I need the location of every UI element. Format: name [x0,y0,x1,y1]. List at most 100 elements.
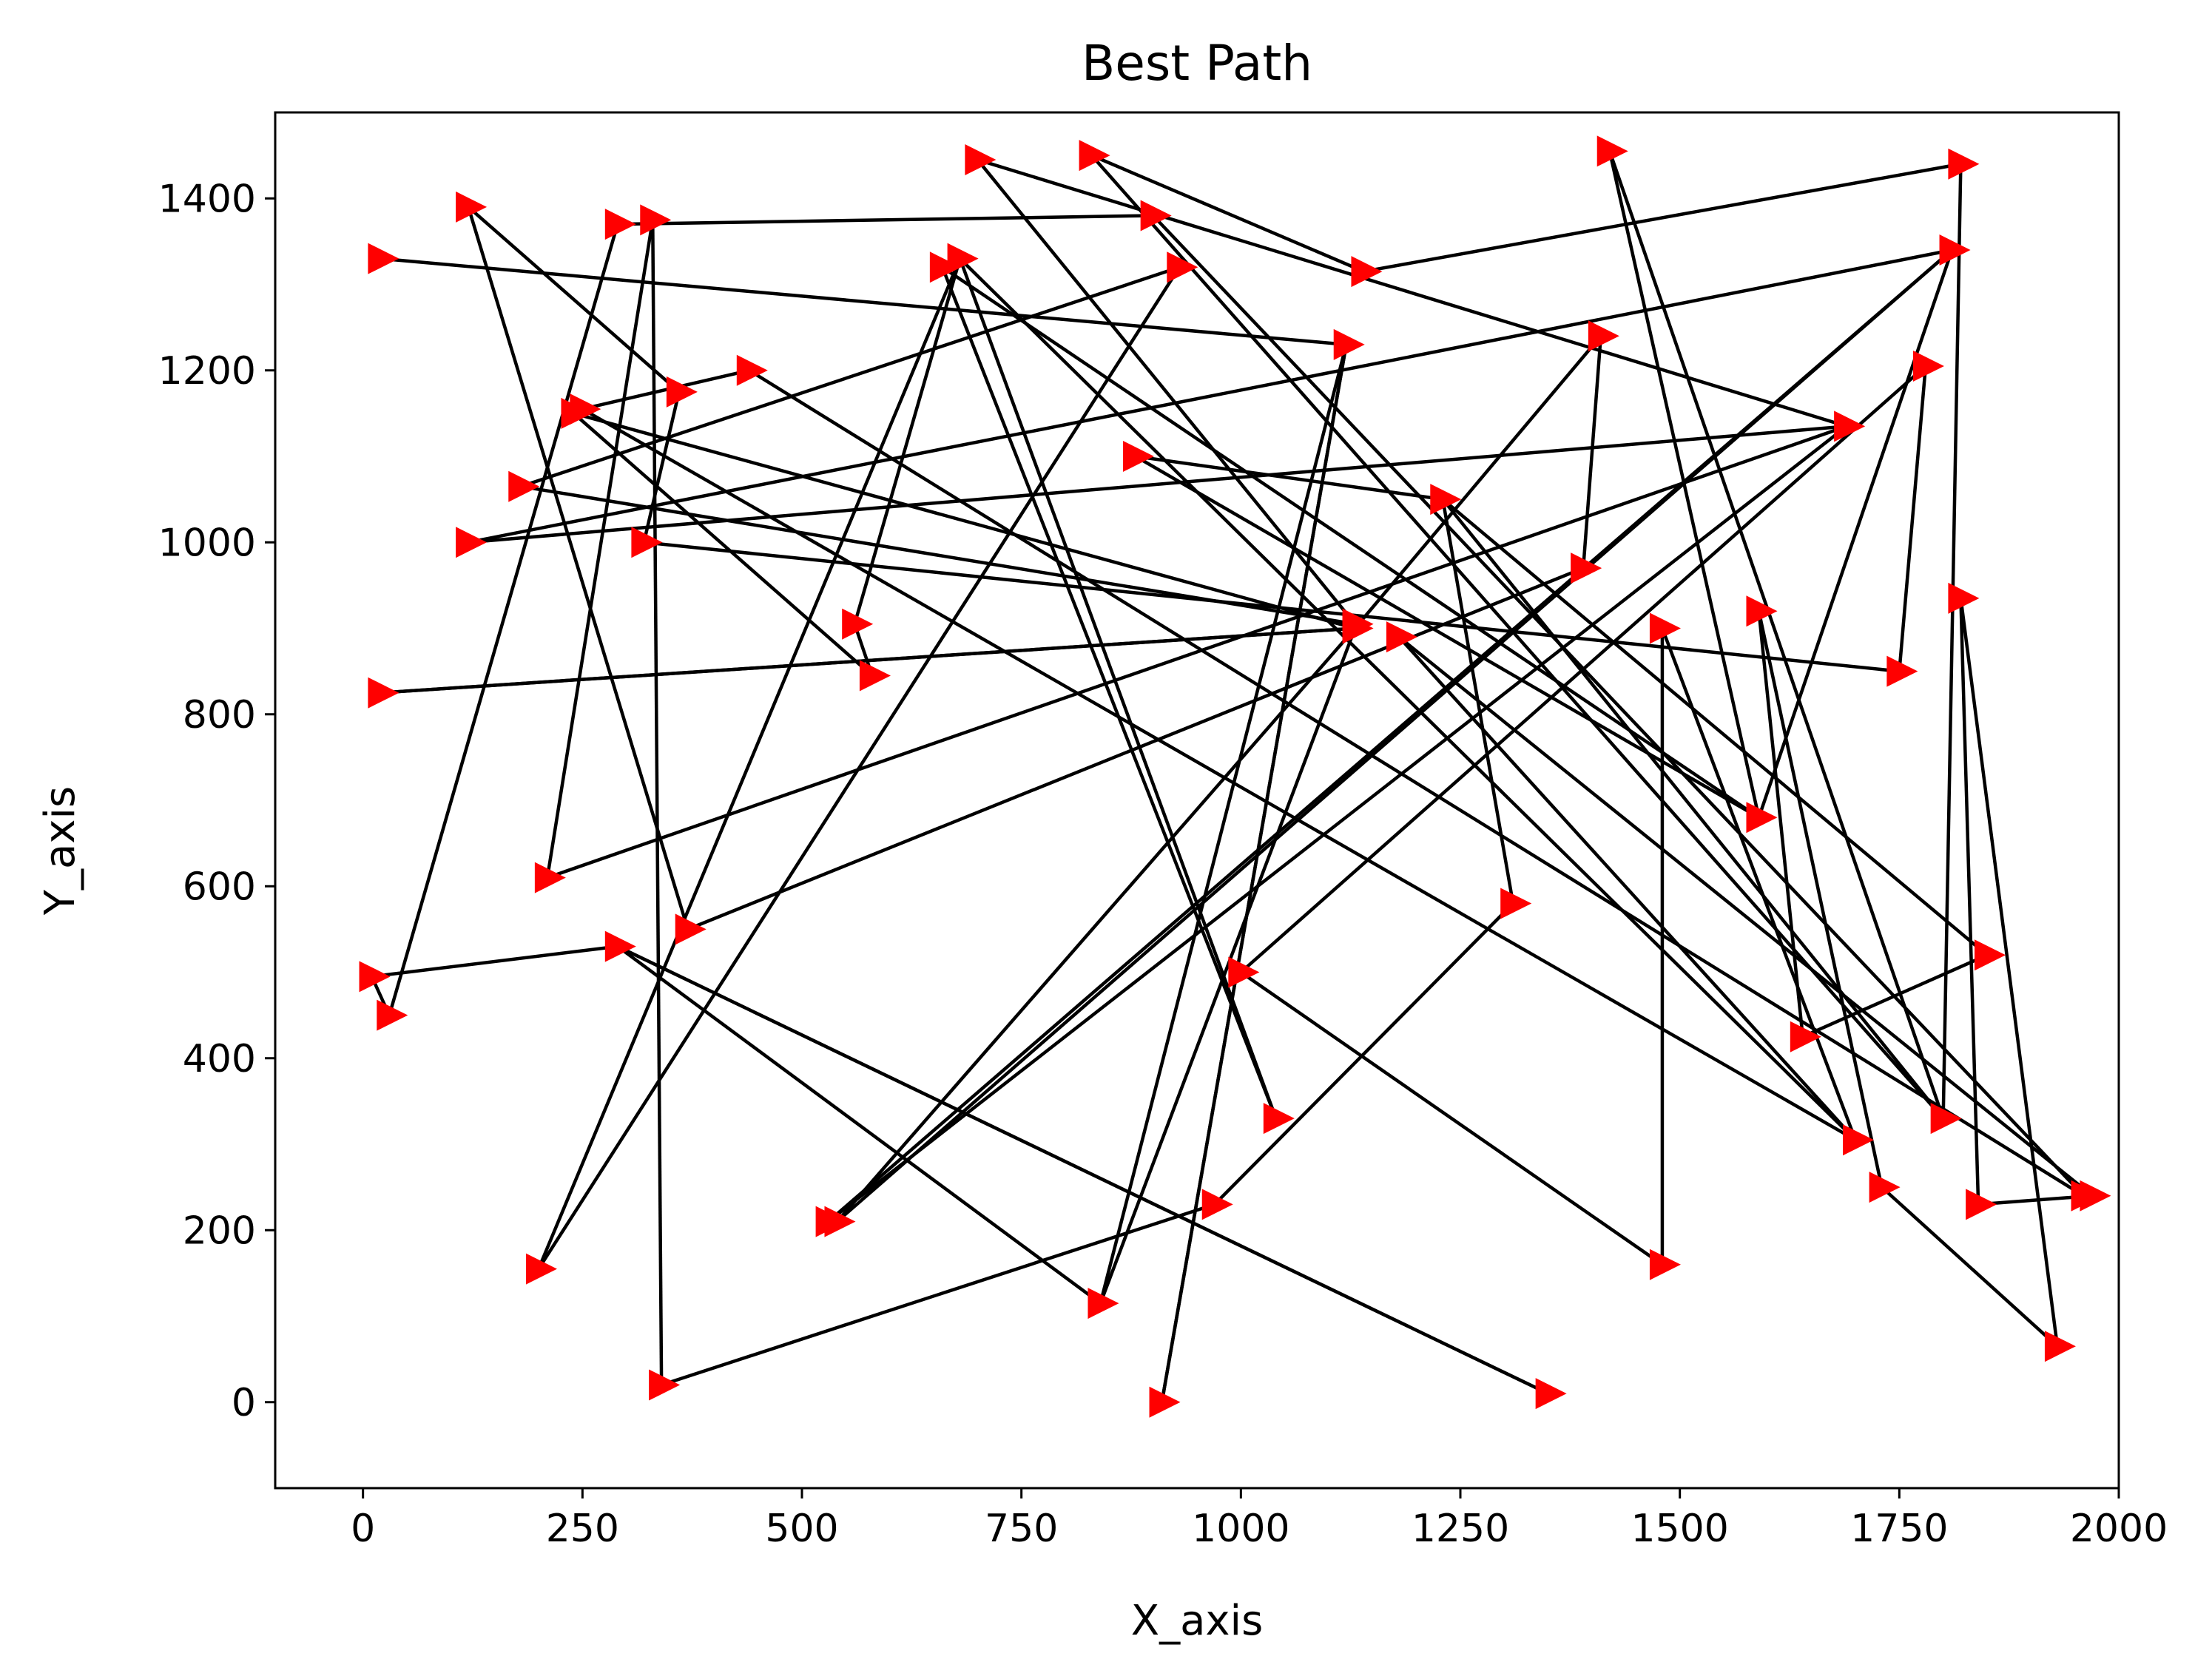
path-segment [1090,154,1945,1120]
city-marker [1834,410,1866,442]
path-segment [1353,334,1602,629]
x-axis-ticks: 0 250 500 750 1000 1250 1500 1750 2000 [351,1488,2168,1551]
city-marker [631,527,663,558]
path-segment [1959,598,2060,1347]
path-segment [467,206,681,393]
path-segment [651,220,664,1385]
path-layer [370,150,2094,1403]
city-marker [1649,1248,1681,1280]
city-marker [2071,1180,2103,1212]
city-marker [736,354,768,386]
path-segment [573,411,1356,630]
path-segment [388,223,619,1016]
path-segment [1660,627,1858,1141]
path-segment [1090,154,1365,274]
x-tick-label: 500 [765,1507,838,1551]
city-marker [666,376,698,408]
path-segment [1135,454,1443,501]
path-segment [581,368,750,411]
y-axis-ticks: 0 200 400 600 800 1000 1200 1400 [158,177,275,1425]
city-marker [1948,148,1980,180]
city-marker [2044,1331,2076,1362]
city-marker [526,1253,557,1285]
x-tick-label: 1250 [1412,1507,1509,1551]
city-marker [640,204,672,236]
path-segment [835,627,1357,1223]
path-segment [748,368,2085,1197]
path-segment [827,425,1848,1223]
city-marker [456,191,488,223]
path-segment [1134,455,1760,820]
path-segment [466,206,689,930]
city-marker [604,209,636,240]
path-segment [1160,344,1348,1403]
city-marker [604,930,636,962]
path-segment [520,266,1180,488]
city-marker [1843,1124,1874,1156]
x-tick-label: 1000 [1192,1507,1289,1551]
path-segment [581,408,1857,1142]
city-marker [929,251,961,283]
city-marker [842,608,874,640]
plot-area [274,111,2120,1490]
path-segment [1441,498,1945,1120]
city-marker [1167,251,1198,283]
city-marker [1596,135,1628,167]
city-marker [1263,1103,1295,1135]
x-axis-label: X_axis [1131,1597,1264,1645]
city-marker [1140,200,1172,232]
city-marker [1571,553,1602,584]
y-tick-label: 400 [183,1037,256,1081]
path-segment [371,945,618,979]
path-segment [1608,150,1945,1119]
city-marker [1149,1386,1181,1418]
x-tick-label: 1500 [1631,1507,1728,1551]
city-marker [1886,655,1918,687]
y-tick-label: 800 [183,693,256,737]
path-segment [977,158,1847,428]
path-segment [661,1203,1215,1387]
city-marker [368,677,399,709]
path-segment [853,258,962,625]
city-marker [1228,956,1260,988]
city-marker [1790,1021,1821,1052]
path-segment [958,257,1278,1119]
city-marker [1939,234,1971,266]
path-segment [1441,498,1989,956]
path-segment [537,266,1181,1270]
path-segment [1898,365,1928,672]
city-marker [1746,802,1778,834]
path-segment [959,257,1857,1141]
y-tick-label: 600 [183,865,256,909]
path-segment [536,257,962,1270]
path-segment [1099,627,1357,1304]
y-axis-label: Y_axis [36,786,84,916]
path-segment [1941,163,1963,1119]
path-segment [572,412,874,678]
city-marker [508,470,540,502]
path-segment [545,219,655,878]
path-segment [1240,970,1664,1266]
path-segment [1959,598,1980,1205]
city-marker [1535,1378,1567,1410]
city-marker [1746,595,1778,627]
x-tick-label: 1750 [1850,1507,1948,1551]
city-marker [570,393,601,425]
city-marker [1386,621,1417,653]
path-segment [642,391,681,543]
city-marker [1333,328,1365,360]
y-tick-label: 1000 [158,521,256,565]
city-marker [1869,1172,1901,1203]
path-segment [1213,902,1514,1206]
y-tick-label: 1200 [158,349,256,393]
y-tick-label: 1400 [158,177,256,221]
y-tick-label: 200 [183,1209,256,1253]
city-marker [859,660,891,692]
path-segment [1152,214,2085,1197]
x-tick-label: 250 [546,1507,619,1551]
path-segment [616,945,1549,1396]
x-tick-label: 0 [351,1507,375,1551]
x-tick-label: 750 [985,1507,1058,1551]
path-segment [1757,249,1954,818]
